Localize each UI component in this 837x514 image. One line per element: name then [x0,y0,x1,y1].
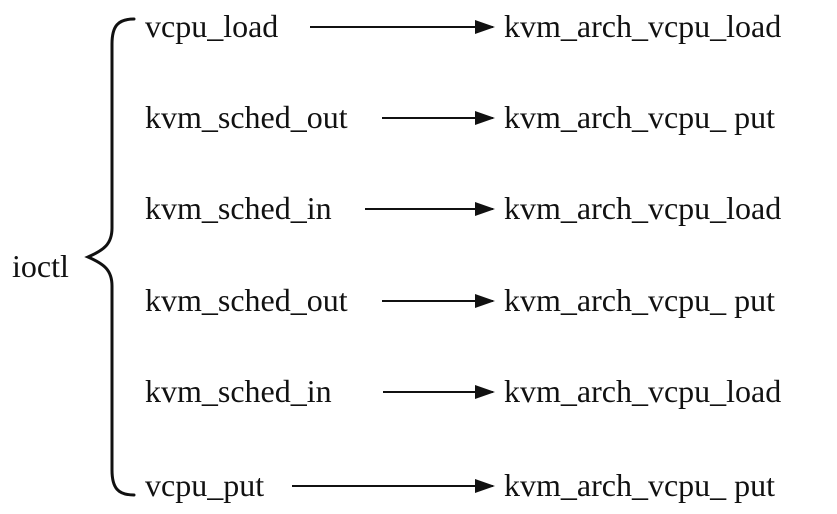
right-arrow-icon [310,20,495,34]
right-arrow-icon [292,479,495,493]
source-function-label: kvm_sched_out [145,99,348,135]
source-function-label: kvm_sched_in [145,190,332,226]
flow-row-5: kvm_sched_in kvm_arch_vcpu_load [0,371,837,411]
source-function-label: vcpu_put [145,467,265,503]
source-function-label: kvm_sched_out [145,282,348,318]
curly-brace-icon [84,17,136,497]
flow-row-4: kvm_sched_out kvm_arch_vcpu_ put [0,280,837,320]
target-function-label: kvm_arch_vcpu_ put [504,467,776,503]
flow-row-2: kvm_sched_out kvm_arch_vcpu_ put [0,97,837,137]
target-function-label: kvm_arch_vcpu_load [504,8,782,44]
right-arrow-icon [382,294,495,308]
target-function-label: kvm_arch_vcpu_ put [504,282,776,318]
flow-row-3: kvm_sched_in kvm_arch_vcpu_load [0,188,837,228]
flow-row-6: vcpu_put kvm_arch_vcpu_ put [0,465,837,505]
root-call-label: ioctl [12,248,69,284]
right-arrow-icon [365,202,495,216]
target-function-label: kvm_arch_vcpu_ put [504,99,776,135]
target-function-label: kvm_arch_vcpu_load [504,373,782,409]
right-arrow-icon [383,385,495,399]
source-function-label: vcpu_load [145,8,279,44]
target-function-label: kvm_arch_vcpu_load [504,190,782,226]
flow-row-1: vcpu_load kvm_arch_vcpu_load [0,6,837,46]
source-function-label: kvm_sched_in [145,373,332,409]
right-arrow-icon [382,111,495,125]
